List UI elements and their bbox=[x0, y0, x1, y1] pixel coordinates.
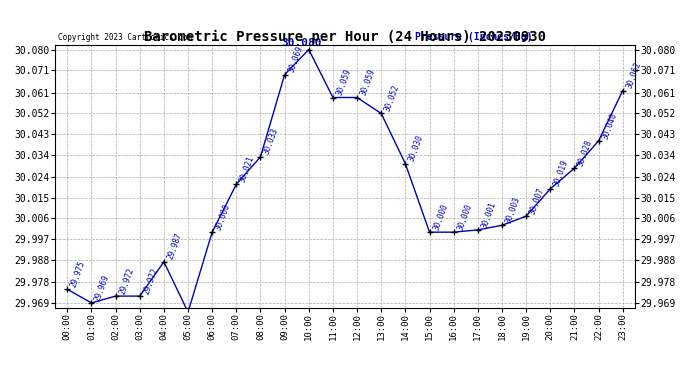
Text: 30.059: 30.059 bbox=[335, 68, 353, 97]
Text: 30.062: 30.062 bbox=[624, 61, 642, 90]
Text: 29.975: 29.975 bbox=[69, 260, 87, 288]
Text: 30.040: 30.040 bbox=[600, 111, 618, 140]
Text: 29.972: 29.972 bbox=[117, 266, 135, 296]
Text: 30.019: 30.019 bbox=[552, 159, 570, 188]
Text: 30.021: 30.021 bbox=[238, 154, 256, 183]
Title: Barometric Pressure per Hour (24 Hours) 20230930: Barometric Pressure per Hour (24 Hours) … bbox=[144, 30, 546, 44]
Text: 30.003: 30.003 bbox=[504, 195, 522, 225]
Text: 30.033: 30.033 bbox=[262, 127, 280, 156]
Text: 30.059: 30.059 bbox=[359, 68, 377, 97]
Text: 30.052: 30.052 bbox=[383, 84, 401, 113]
Text: 30.000: 30.000 bbox=[214, 202, 232, 231]
Text: 30.030: 30.030 bbox=[407, 134, 425, 163]
Text: 30.028: 30.028 bbox=[576, 138, 594, 168]
Text: 30.000: 30.000 bbox=[431, 202, 449, 231]
Text: 29.965: 29.965 bbox=[0, 374, 1, 375]
Text: 30.069: 30.069 bbox=[286, 45, 304, 74]
Text: 30.007: 30.007 bbox=[528, 186, 546, 216]
Text: 30.000: 30.000 bbox=[455, 202, 473, 231]
Text: 29.972: 29.972 bbox=[141, 266, 159, 296]
Text: Copyright 2023 Cartronics.com: Copyright 2023 Cartronics.com bbox=[58, 33, 193, 42]
Text: 30.080: 30.080 bbox=[282, 38, 322, 48]
Text: 30.001: 30.001 bbox=[480, 200, 497, 229]
Text: Pressure (Inches/Hg): Pressure (Inches/Hg) bbox=[415, 32, 532, 42]
Text: 29.969: 29.969 bbox=[93, 273, 111, 302]
Text: 29.987: 29.987 bbox=[166, 232, 184, 261]
